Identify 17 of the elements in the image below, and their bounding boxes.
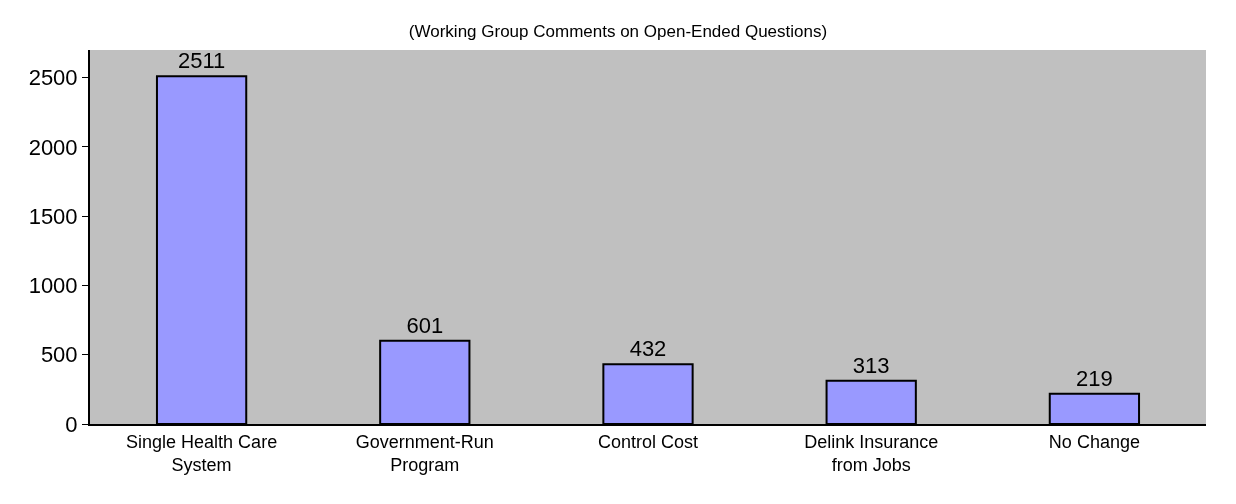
x-tick-label: Government-Run Program — [355, 431, 494, 475]
y-tick-label: 1500 — [28, 203, 78, 229]
data-label: 601 — [406, 312, 444, 338]
data-label: 432 — [629, 336, 667, 362]
data-label: 219 — [1076, 365, 1113, 391]
y-tick-label: 1000 — [28, 273, 78, 299]
y-tick-label: 500 — [40, 342, 78, 368]
x-tick-label: Single Health Care System — [126, 431, 278, 475]
y-tick-label: 2000 — [28, 134, 78, 160]
x-tick-label: No Change — [1048, 431, 1140, 452]
data-label: 313 — [852, 352, 890, 378]
y-tick-label: 0 — [65, 411, 78, 437]
x-tick-label: Control Cost — [597, 431, 699, 452]
x-tick-label: Delink Insurance from Jobs — [804, 431, 939, 475]
y-tick-label: 2500 — [28, 65, 78, 91]
chart-title: (Working Group Comments on Open-Ended Questions) — [408, 22, 828, 42]
data-label: 2511 — [177, 48, 226, 74]
